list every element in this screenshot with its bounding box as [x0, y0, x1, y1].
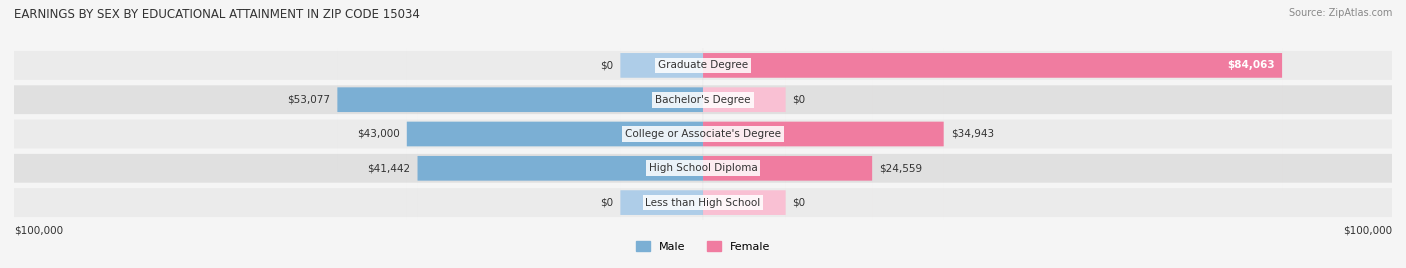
Text: Graduate Degree: Graduate Degree	[658, 60, 748, 70]
Text: $24,559: $24,559	[879, 163, 922, 173]
FancyBboxPatch shape	[703, 9, 943, 259]
FancyBboxPatch shape	[703, 43, 872, 268]
Text: $100,000: $100,000	[1343, 226, 1392, 236]
Text: $100,000: $100,000	[14, 226, 63, 236]
FancyBboxPatch shape	[418, 43, 703, 268]
Text: $53,077: $53,077	[287, 95, 330, 105]
Text: $41,442: $41,442	[367, 163, 411, 173]
FancyBboxPatch shape	[620, 78, 703, 268]
FancyBboxPatch shape	[337, 0, 703, 225]
Text: $34,943: $34,943	[950, 129, 994, 139]
FancyBboxPatch shape	[620, 0, 703, 190]
Text: High School Diploma: High School Diploma	[648, 163, 758, 173]
FancyBboxPatch shape	[703, 0, 1282, 190]
Text: $0: $0	[600, 60, 613, 70]
Legend: Male, Female: Male, Female	[637, 241, 769, 252]
Text: $84,063: $84,063	[1227, 60, 1275, 70]
FancyBboxPatch shape	[703, 0, 786, 225]
Text: Bachelor's Degree: Bachelor's Degree	[655, 95, 751, 105]
Text: $0: $0	[600, 198, 613, 208]
Text: Less than High School: Less than High School	[645, 198, 761, 208]
Text: Source: ZipAtlas.com: Source: ZipAtlas.com	[1288, 8, 1392, 18]
Text: $0: $0	[793, 198, 806, 208]
Text: College or Associate's Degree: College or Associate's Degree	[626, 129, 780, 139]
Text: $0: $0	[793, 95, 806, 105]
FancyBboxPatch shape	[406, 9, 703, 259]
FancyBboxPatch shape	[703, 78, 786, 268]
Text: $43,000: $43,000	[357, 129, 399, 139]
Text: EARNINGS BY SEX BY EDUCATIONAL ATTAINMENT IN ZIP CODE 15034: EARNINGS BY SEX BY EDUCATIONAL ATTAINMEN…	[14, 8, 420, 21]
